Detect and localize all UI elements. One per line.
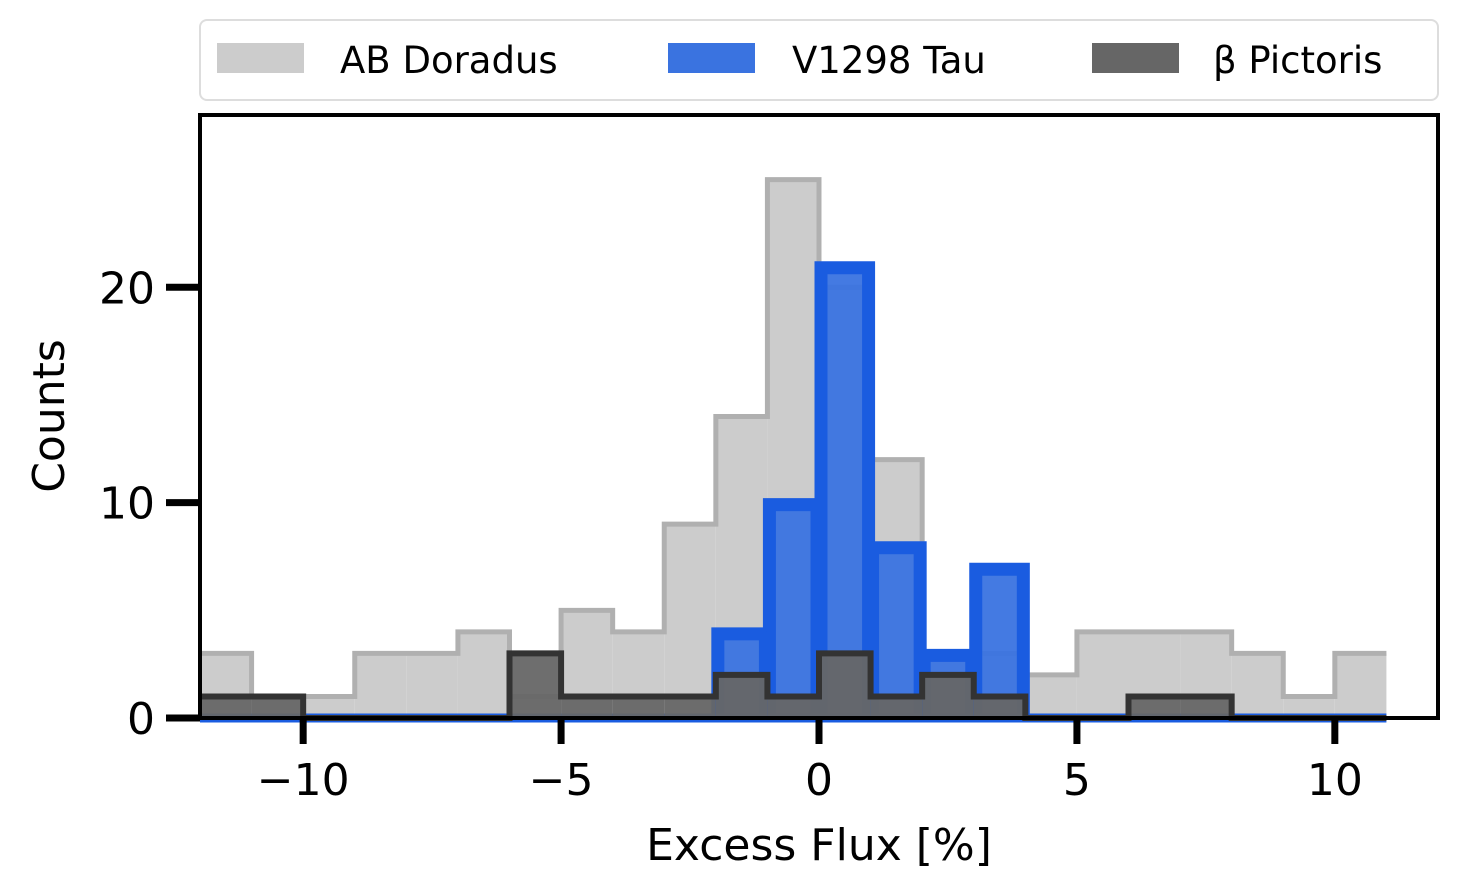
bar-beta-pictoris-9: [664, 696, 716, 718]
legend: AB Doradus V1298 Tau β Pictoris: [199, 19, 1439, 101]
bar-v1298-tau-13: [870, 545, 923, 718]
y-axis-label: Counts: [24, 339, 75, 493]
histogram-bars: [200, 177, 1387, 723]
outline-ab-doradus: [200, 177, 1387, 699]
bar-v1298-tau-12: [819, 265, 871, 718]
bar-beta-pictoris-18: [1128, 696, 1181, 718]
bar-beta-pictoris-11: [767, 696, 819, 718]
bar-beta-pictoris-19: [1180, 696, 1232, 718]
bar-v1298-tau-11: [767, 502, 819, 718]
bar-beta-pictoris-13: [870, 696, 923, 718]
bar-ab-doradus-21: [1283, 696, 1335, 718]
bar-beta-pictoris-15: [973, 696, 1026, 718]
bar-ab-doradus-4: [406, 653, 458, 718]
bar-v1298-tau-15: [973, 567, 1026, 718]
x-tick-label-0: −10: [257, 755, 350, 806]
legend-label-v1298-tau: V1298 Tau: [792, 39, 986, 82]
legend-swatch-v1298-tau: [668, 43, 755, 73]
legend-swatch-ab-doradus: [217, 43, 304, 73]
x-axis-label: Excess Flux [%]: [646, 820, 992, 871]
bar-ab-doradus-22: [1334, 653, 1387, 718]
y-tick-label-2: 20: [99, 263, 155, 314]
bar-beta-pictoris-6: [509, 653, 562, 718]
legend-frame: [199, 19, 1439, 101]
legend-label-ab-doradus: AB Doradus: [340, 39, 558, 82]
bar-beta-pictoris-10: [715, 674, 768, 718]
bar-ab-doradus-16: [1025, 674, 1077, 718]
x-tick-label-2: 0: [805, 755, 833, 806]
y-tick-label-1: 10: [99, 479, 155, 530]
legend-label-beta-pictoris: β Pictoris: [1213, 39, 1382, 82]
bar-ab-doradus-9: [664, 524, 716, 718]
y-tick-label-0: 0: [127, 694, 155, 745]
bar-beta-pictoris-7: [561, 696, 613, 718]
x-tick-label-4: 10: [1307, 755, 1363, 806]
bar-ab-doradus-20: [1231, 653, 1284, 718]
bar-ab-doradus-2: [303, 696, 355, 718]
axis-ticks: −10 −5 0 5 10 0 10 20: [99, 263, 1363, 806]
bar-ab-doradus-17: [1076, 631, 1129, 718]
legend-swatch-beta-pictoris: [1092, 43, 1179, 73]
x-tick-label-3: 5: [1063, 755, 1091, 806]
bar-beta-pictoris-0: [200, 696, 252, 718]
bar-beta-pictoris-1: [251, 696, 304, 718]
bar-beta-pictoris-12: [819, 653, 871, 718]
bar-beta-pictoris-8: [612, 696, 665, 718]
bar-ab-doradus-3: [354, 653, 407, 718]
bar-ab-doradus-5: [457, 631, 510, 718]
bar-beta-pictoris-14: [922, 674, 974, 718]
x-tick-label-1: −5: [529, 755, 594, 806]
series-beta-pictoris: [200, 650, 1387, 721]
